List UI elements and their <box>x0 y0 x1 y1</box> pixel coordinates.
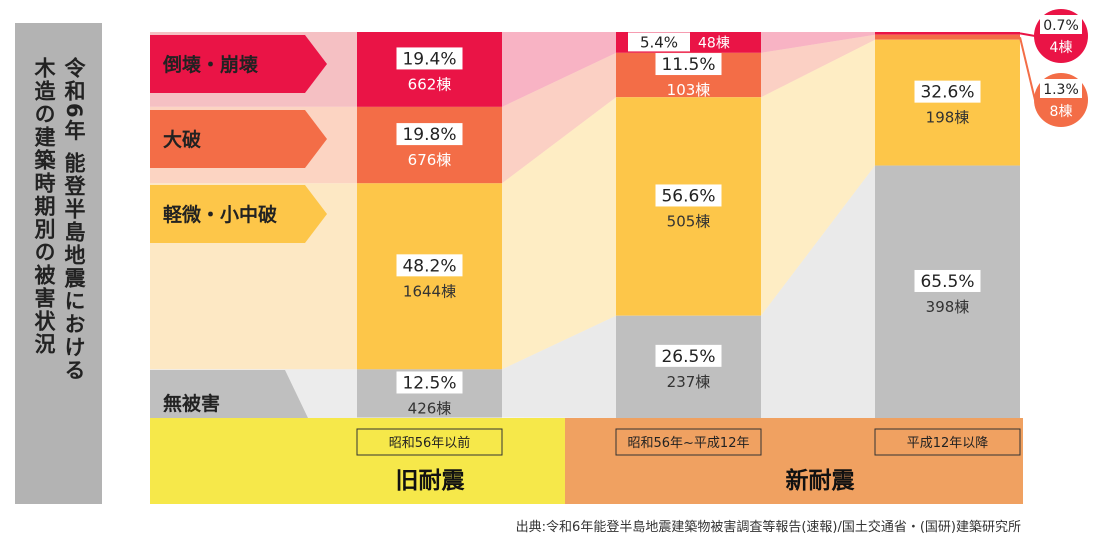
legend-tag-2 <box>150 110 327 168</box>
value-label-box <box>396 123 463 146</box>
count-label: 8棟 <box>1050 104 1073 120</box>
value-label: 11.5% <box>661 55 715 75</box>
legend-label: 軽微・小中破 <box>163 203 277 226</box>
connector-band <box>761 34 875 98</box>
value-label-box <box>1040 15 1082 34</box>
category-box <box>874 428 1021 456</box>
value-label-box <box>914 269 981 292</box>
connector-band <box>761 39 875 316</box>
callout-line <box>1019 36 1036 101</box>
old-standard-label: 旧耐震 <box>396 468 466 494</box>
legend-tag-4 <box>150 370 308 418</box>
bar-segment <box>357 106 502 184</box>
category-label: 昭和56年以前 <box>389 435 471 451</box>
value-label-box <box>1040 79 1082 98</box>
side-title-line2: 木造の建築時期別の被害状況 <box>32 57 56 356</box>
legend-tag-3 <box>150 185 327 243</box>
value-label: 65.5% <box>920 272 974 292</box>
new-standard-label: 新耐震 <box>786 467 856 494</box>
source-note: 出典:令和6年能登半島地震建築物被害調査等報告(速報)/国土交通省・(国研)建築… <box>515 520 1021 535</box>
value-label-box <box>914 80 981 103</box>
side-title-panel: 令和6年 能登半島地震における 木造の建築時期別の被害状況 <box>15 23 102 504</box>
value-label-box <box>396 371 463 394</box>
legend-label: 無被害 <box>163 392 220 415</box>
legend-label: 大破 <box>163 128 201 151</box>
value-label: 56.6% <box>661 186 715 206</box>
value-label: 26.5% <box>661 347 715 367</box>
count-label: 198棟 <box>926 109 970 127</box>
value-label: 19.4% <box>402 49 456 69</box>
bar-segment <box>875 32 1020 35</box>
value-label-box <box>655 53 722 76</box>
count-label: 662棟 <box>408 75 452 93</box>
bar-segment <box>875 34 1020 40</box>
count-label: 426棟 <box>408 399 452 417</box>
count-label: 505棟 <box>667 212 711 230</box>
side-title-line1: 令和6年 能登半島地震における <box>62 57 86 382</box>
count-label: 398棟 <box>926 298 970 316</box>
category-box <box>356 428 503 456</box>
connector-band <box>502 97 616 370</box>
value-label-box <box>396 254 463 277</box>
count-label: 237棟 <box>667 373 711 391</box>
connector-band <box>502 32 616 107</box>
connector-band <box>502 315 616 418</box>
count-label: 1644棟 <box>403 282 456 300</box>
category-box <box>615 428 762 456</box>
connector-band <box>502 52 616 184</box>
value-label: 1.3% <box>1043 82 1079 98</box>
value-label-box <box>655 184 722 207</box>
value-label: 32.6% <box>920 83 974 103</box>
legend-label: 倒壊・崩壊 <box>162 53 259 76</box>
value-label-box <box>628 32 690 52</box>
count-label: 676棟 <box>408 151 452 169</box>
value-label-box <box>396 47 463 70</box>
category-label: 昭和56年~平成12年 <box>628 436 750 451</box>
count-label: 103棟 <box>667 81 711 99</box>
value-label: 48.2% <box>402 256 456 276</box>
value-label-box <box>655 344 722 367</box>
value-label: 12.5% <box>402 373 456 393</box>
value-label: 0.7% <box>1043 18 1079 34</box>
value-label: 5.4% <box>640 33 678 51</box>
category-label: 平成12年以降 <box>907 436 989 451</box>
legend-tag-1 <box>150 35 327 93</box>
connector-band <box>761 165 875 419</box>
count-label: 4棟 <box>1050 40 1073 56</box>
value-label: 19.8% <box>402 125 456 145</box>
count-label: 48棟 <box>698 35 730 51</box>
connector-band <box>761 32 875 53</box>
callout-line <box>1019 32 1036 37</box>
new-standard-band <box>565 418 1023 504</box>
